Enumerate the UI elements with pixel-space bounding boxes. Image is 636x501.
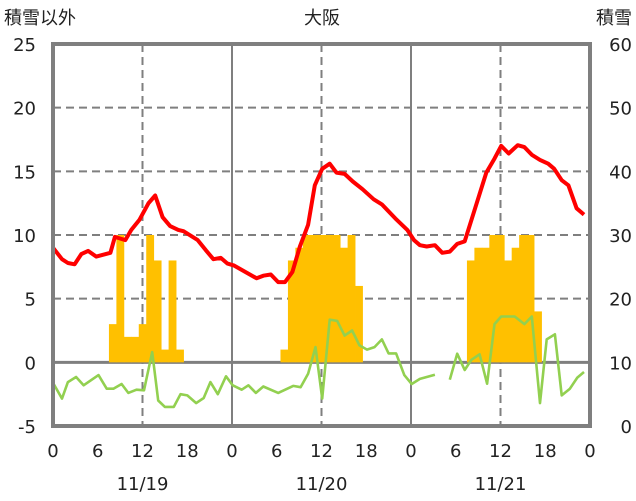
snow-bar	[108, 324, 117, 363]
x-tick-label: 6	[271, 441, 282, 462]
x-tick-label: 12	[310, 441, 333, 462]
snow-bar	[332, 235, 341, 363]
snow-bar	[302, 235, 311, 363]
right-tick-label: 30	[609, 226, 632, 247]
snow-bar	[161, 349, 170, 363]
right-tick-label: 60	[609, 35, 632, 56]
snow-bar	[287, 260, 296, 363]
snow-bar	[347, 235, 356, 363]
x-tick-label: 18	[355, 441, 378, 462]
x-tick-label: 0	[584, 441, 595, 462]
red-series-line	[51, 143, 586, 285]
snow-bar	[504, 260, 513, 363]
left-tick-label: -5	[18, 417, 36, 438]
green-series-line	[52, 315, 585, 409]
snow-bars	[108, 235, 542, 363]
snow-bar	[511, 247, 520, 363]
snow-bar	[466, 260, 475, 363]
date-label: 11/21	[475, 474, 527, 495]
snow-bar	[355, 285, 363, 363]
x-tick-label: 12	[131, 441, 154, 462]
snow-bar	[153, 260, 162, 363]
snow-bar	[176, 349, 184, 363]
right-tick-label: 40	[609, 162, 632, 183]
plot-border	[51, 42, 592, 428]
snow-bar	[519, 235, 528, 363]
snow-bar	[325, 235, 334, 363]
snow-bar	[317, 235, 326, 363]
x-tick-label: 0	[405, 441, 416, 462]
snow-bar	[295, 247, 304, 363]
left-tick-label: 0	[25, 353, 36, 374]
left-axis-title: 積雪以外	[4, 8, 76, 29]
right-tick-label: 10	[609, 353, 632, 374]
snow-bar	[131, 336, 140, 363]
right-tick-label: 50	[609, 99, 632, 120]
left-tick-label: 25	[13, 35, 36, 56]
right-tick-label: 20	[609, 290, 632, 311]
snow-bar	[340, 247, 349, 363]
left-tick-label: 15	[13, 162, 36, 183]
x-tick-label: 18	[176, 441, 199, 462]
x-tick-label: 6	[92, 441, 103, 462]
left-tick-label: 5	[25, 290, 36, 311]
snow-bar	[489, 235, 498, 363]
left-tick-label: 10	[13, 226, 36, 247]
snow-bar	[481, 247, 490, 363]
x-tick-label: 0	[47, 441, 58, 462]
snow-bar	[168, 260, 177, 363]
x-tick-label: 6	[450, 441, 461, 462]
snow-bar	[526, 235, 535, 363]
x-tick-label: 12	[489, 441, 512, 462]
right-tick-label: 0	[621, 417, 632, 438]
date-label: 11/20	[296, 474, 348, 495]
snow-bar	[310, 235, 319, 363]
left-tick-label: 20	[13, 99, 36, 120]
snow-bar	[474, 247, 483, 363]
date-label: 11/19	[117, 474, 169, 495]
snow-bar	[116, 235, 125, 363]
x-tick-label: 18	[534, 441, 557, 462]
snow-bar	[534, 311, 542, 363]
snow-bar	[123, 336, 132, 363]
x-tick-label: 0	[226, 441, 237, 462]
plot-frame	[51, 42, 592, 428]
snow-bar	[138, 324, 147, 363]
snow-bar	[146, 235, 155, 363]
chart-title: 大阪	[304, 8, 340, 29]
right-axis-title: 積雪	[596, 8, 632, 29]
snow-bar	[496, 235, 505, 363]
snow-bar	[280, 349, 289, 363]
series-lines	[51, 143, 586, 409]
